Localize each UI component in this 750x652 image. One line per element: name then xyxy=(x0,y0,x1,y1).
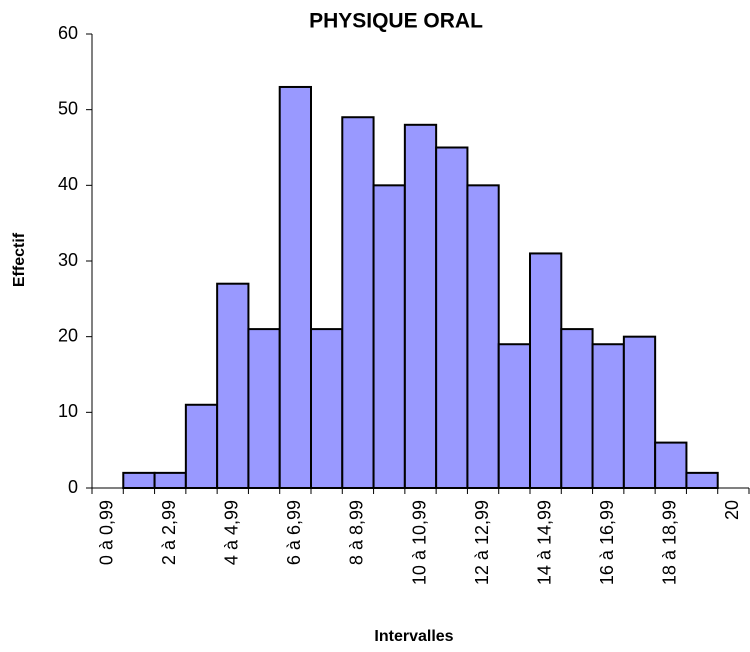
x-tick-label: 4 à 4,99 xyxy=(222,500,242,565)
bar xyxy=(591,343,625,489)
bar xyxy=(435,146,469,489)
y-tick-label: 20 xyxy=(58,325,78,345)
bar xyxy=(372,184,406,489)
bar xyxy=(310,328,344,489)
bar xyxy=(184,403,219,489)
x-tick-label: 16 à 16,99 xyxy=(597,500,617,585)
y-tick-label: 10 xyxy=(58,401,78,421)
bar xyxy=(278,85,313,489)
bar xyxy=(403,123,438,490)
bar xyxy=(654,441,688,490)
x-tick-label: 2 à 2,99 xyxy=(159,500,179,565)
x-tick-label: 12 à 12,99 xyxy=(472,500,492,585)
bar xyxy=(497,343,532,489)
chart-title: PHYSIQUE ORAL xyxy=(309,10,483,33)
y-axis-label: Effectif xyxy=(11,232,28,287)
bar xyxy=(560,328,594,489)
bar xyxy=(216,282,250,490)
x-tick-label: 0 à 0,99 xyxy=(96,500,116,565)
bar xyxy=(341,116,375,489)
x-tick-label: 10 à 10,99 xyxy=(409,500,429,585)
x-tick-label: 20 xyxy=(722,500,742,520)
y-tick-label: 60 xyxy=(58,23,78,43)
bar xyxy=(122,471,156,490)
y-tick-label: 30 xyxy=(58,250,78,270)
y-tick-label: 50 xyxy=(58,98,78,118)
bar xyxy=(247,328,281,489)
x-tick-label: 14 à 14,99 xyxy=(534,500,554,585)
bar xyxy=(153,471,187,490)
y-tick-label: 0 xyxy=(68,477,78,497)
x-tick-label: 18 à 18,99 xyxy=(660,500,680,585)
bar xyxy=(529,252,563,489)
bar xyxy=(622,335,657,489)
bar xyxy=(685,471,719,490)
x-tick-label: 6 à 6,99 xyxy=(284,500,304,565)
x-axis-label: Intervalles xyxy=(374,628,453,645)
bar xyxy=(466,184,500,489)
y-tick-label: 40 xyxy=(58,174,78,194)
x-tick-label: 8 à 8,99 xyxy=(347,500,367,565)
